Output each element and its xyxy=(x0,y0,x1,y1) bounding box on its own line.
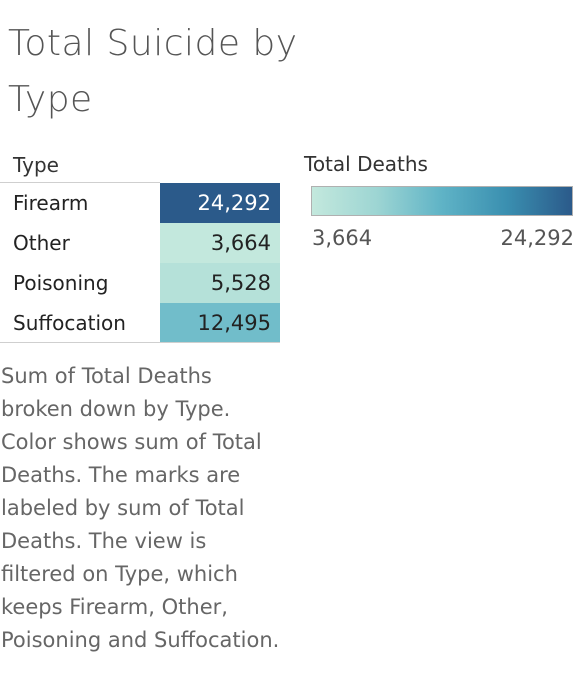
chart-title: Total Suicide by Type xyxy=(8,23,298,120)
legend-min-label: 3,664 xyxy=(312,226,373,250)
value-cell: 5,528 xyxy=(160,263,280,303)
legend-color-ramp xyxy=(311,186,573,216)
table-bottom-divider xyxy=(0,342,280,343)
row-label: Poisoning xyxy=(13,271,109,295)
value-cell: 12,495 xyxy=(160,303,280,343)
value-label: 24,292 xyxy=(197,191,271,215)
chart-caption: Sum of Total Deaths broken down by Type.… xyxy=(1,364,280,652)
value-cell: 24,292 xyxy=(160,183,280,223)
row-label: Firearm xyxy=(13,191,89,215)
value-label: 3,664 xyxy=(210,231,271,255)
header-divider xyxy=(0,182,160,183)
row-label: Other xyxy=(13,231,70,255)
table-row: Other 3,664 xyxy=(0,223,282,263)
value-cell: 3,664 xyxy=(160,223,280,263)
value-label: 12,495 xyxy=(197,311,271,335)
table-row: Poisoning 5,528 xyxy=(0,263,282,303)
legend-title: Total Deaths xyxy=(304,152,428,176)
legend-max-label: 24,292 xyxy=(500,226,574,250)
row-label: Suffocation xyxy=(13,311,126,335)
value-label: 5,528 xyxy=(210,271,271,295)
table-row: Suffocation 12,495 xyxy=(0,303,282,343)
row-header-label: Type xyxy=(13,153,59,177)
table-row: Firearm 24,292 xyxy=(0,183,282,223)
